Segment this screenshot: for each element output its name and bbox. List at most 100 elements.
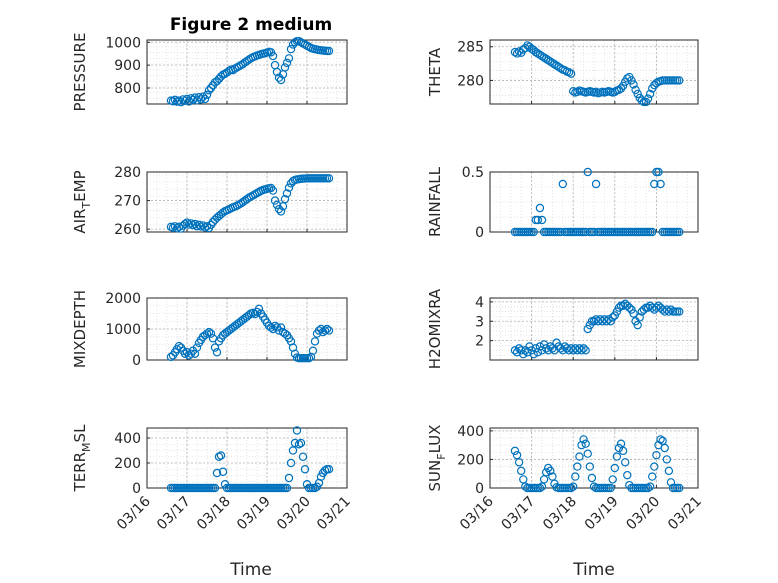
data-point <box>581 346 590 355</box>
data-point <box>546 466 555 476</box>
data-point <box>272 200 282 210</box>
data-point <box>548 58 557 68</box>
data-point <box>174 96 184 105</box>
data-point <box>664 466 674 476</box>
data-point <box>188 220 198 230</box>
data-point <box>633 320 642 330</box>
data-point <box>204 327 214 337</box>
data-point <box>569 86 578 96</box>
data-point <box>250 309 260 319</box>
y-axis-label: H2OMIXRA <box>426 288 444 369</box>
data-point <box>614 443 624 453</box>
data-point <box>300 465 310 474</box>
y-tick-label: 0 <box>132 481 141 497</box>
data-point <box>544 56 553 65</box>
data-point <box>270 196 280 205</box>
data-point <box>266 323 276 332</box>
data-point <box>650 179 659 189</box>
data-point <box>566 483 576 493</box>
data-point <box>212 348 222 357</box>
y-axis-label: RAINFALL <box>426 166 444 237</box>
y-tick-label: 285 <box>457 40 484 56</box>
data-point <box>194 92 204 102</box>
data-point <box>675 307 684 316</box>
data-point <box>290 38 300 47</box>
data-point <box>529 227 538 237</box>
data-point <box>266 183 276 193</box>
data-point <box>612 452 622 461</box>
data-point <box>268 51 278 61</box>
data-point <box>618 446 628 456</box>
data-point <box>639 305 649 314</box>
data-point <box>627 76 636 85</box>
data-point <box>631 85 640 95</box>
data-point <box>276 75 286 85</box>
data-point <box>604 315 613 324</box>
y-axis-label: SUNFLUX <box>426 425 448 492</box>
data-point <box>541 54 551 64</box>
data-point <box>581 439 590 448</box>
data-point <box>320 466 330 475</box>
data-point <box>539 53 549 62</box>
data-point <box>585 462 595 471</box>
data-point <box>292 426 302 435</box>
data-point <box>558 179 568 189</box>
data-point <box>675 76 684 85</box>
data-point <box>286 44 296 54</box>
data-point <box>531 47 540 57</box>
data-point <box>591 87 601 97</box>
data-point <box>556 64 565 73</box>
axes-box <box>146 171 348 233</box>
data-point <box>533 348 543 357</box>
data-point <box>629 309 638 318</box>
data-point <box>616 84 626 93</box>
y-axis-label: TERRMSL <box>71 424 93 493</box>
y-tick-label: 400 <box>457 424 484 440</box>
data-point <box>533 49 543 58</box>
x-axis-label-left: Time <box>229 560 272 580</box>
data-point <box>535 483 545 493</box>
data-point <box>282 189 292 198</box>
x-axis-label-right: Time <box>572 560 615 580</box>
data-point <box>660 443 669 453</box>
data-point <box>625 303 634 312</box>
data-point <box>633 89 642 99</box>
y-tick-label: 1000 <box>105 322 141 338</box>
data-point <box>254 304 264 314</box>
subplot-mixdepth: 0 1000 2000 MIXDEPTH <box>71 290 348 369</box>
data-point <box>310 483 320 493</box>
data-point <box>556 344 565 353</box>
data-point <box>514 458 524 467</box>
data-point <box>320 326 330 335</box>
data-point <box>529 349 538 359</box>
data-point <box>510 47 520 57</box>
data-point <box>310 337 320 346</box>
data-point <box>314 326 324 335</box>
data-point <box>577 346 586 355</box>
data-point <box>212 468 222 478</box>
data-point <box>566 69 576 78</box>
data-point <box>606 483 615 493</box>
data-point <box>210 343 220 352</box>
data-point <box>521 43 530 53</box>
data-point <box>184 220 194 229</box>
data-point <box>645 482 655 491</box>
data-point <box>512 49 522 58</box>
data-point <box>608 475 617 484</box>
data-point <box>635 313 644 322</box>
data-point <box>202 329 212 338</box>
axes-box <box>146 39 348 105</box>
data-point <box>234 62 244 71</box>
data-point <box>324 326 334 335</box>
data-point <box>282 483 292 493</box>
data-point <box>583 167 592 177</box>
data-point <box>654 167 663 177</box>
data-point <box>664 307 674 316</box>
data-point <box>304 353 314 363</box>
y-tick-label: 270 <box>114 194 141 210</box>
subplot-pressure: 800 900 1000 PRESSURE <box>71 33 348 111</box>
subplot-rainfall: 0 0.5 RAINFALL <box>426 165 699 241</box>
data-point <box>623 470 632 480</box>
axes-box <box>489 297 699 361</box>
